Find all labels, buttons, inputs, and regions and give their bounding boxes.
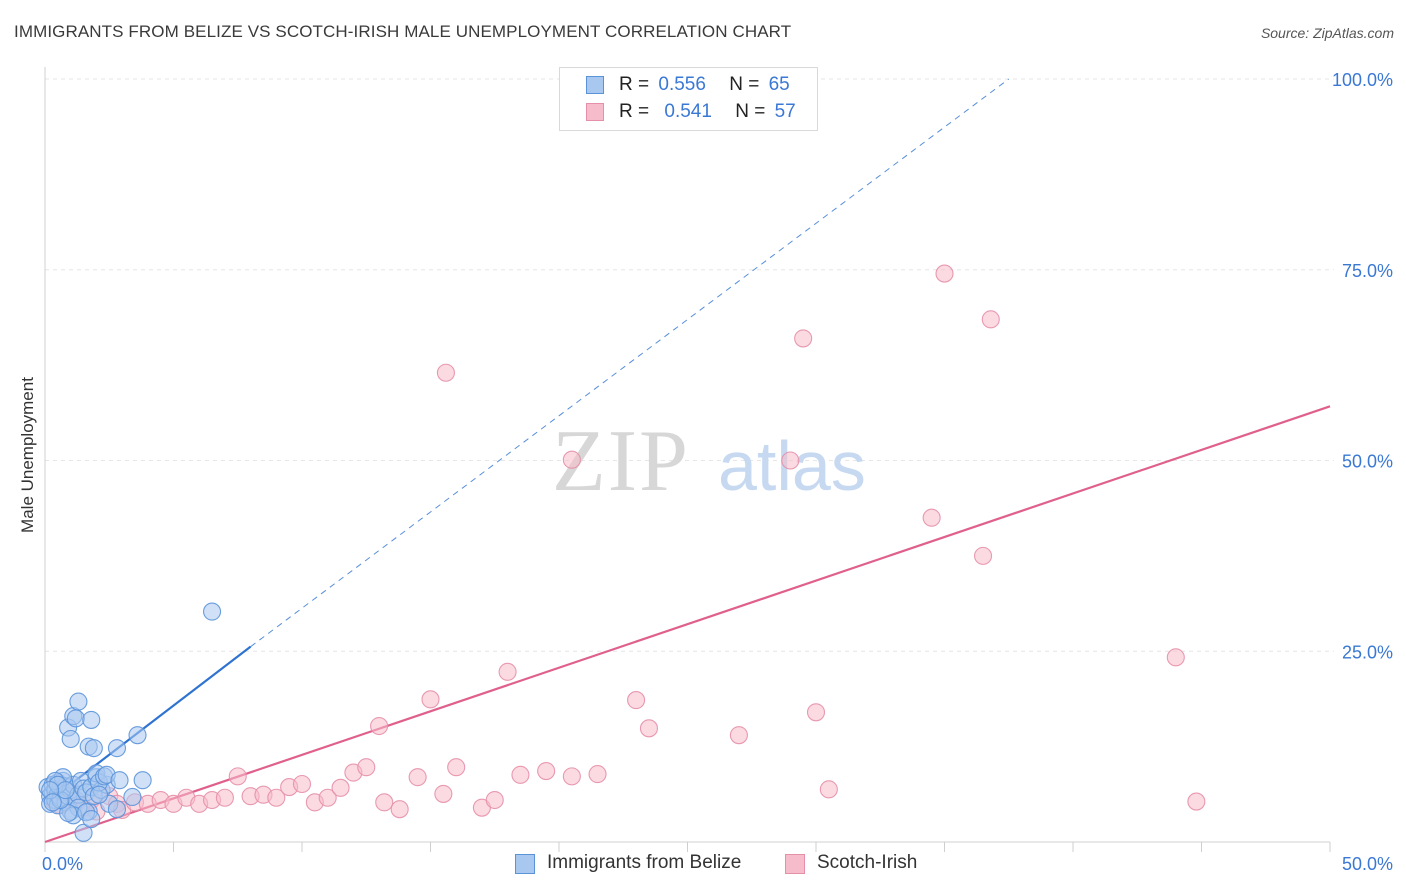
data-point-belize [128,726,147,745]
y-tick-label: 25.0% [1342,642,1393,662]
data-point-scotch-irish [331,778,350,797]
data-point-scotch-irish [436,363,455,382]
data-point-scotch-irish [421,690,440,709]
data-point-scotch-irish [981,310,1000,329]
data-point-scotch-irish [357,758,376,777]
data-point-scotch-irish [562,767,581,786]
data-point-belize [107,800,127,819]
data-point-scotch-irish [562,450,581,469]
data-point-belize [123,787,142,807]
data-point-scotch-irish [935,264,954,283]
legend-n-label: N = [735,101,766,122]
data-point-scotch-irish [794,329,813,348]
data-point-scotch-irish [292,774,312,794]
data-point-scotch-irish [511,765,530,784]
data-point-scotch-irish [375,793,394,812]
data-point-scotch-irish [485,790,504,810]
x-tick-label: 0.0% [42,854,83,874]
data-point-belize [74,823,93,842]
data-point-scotch-irish [318,788,337,807]
data-point-scotch-irish [447,758,466,777]
data-point-belize [43,793,62,812]
legend-n-value-scotch-irish: 57 [774,101,796,122]
data-point-scotch-irish [922,508,941,527]
data-point-belize [84,739,103,758]
bottom-legend-swatch-scotch-irish [785,854,805,874]
data-point-belize [66,709,85,728]
data-point-belize [56,781,75,800]
data-point-scotch-irish [370,716,389,736]
data-point-scotch-irish [434,784,453,803]
tick-labels: 25.0% 50.0% 75.0% 100.0% 0.0% 50.0% [42,70,1393,874]
legend-r-value-belize: 0.556 [658,74,706,95]
data-point-scotch-irish [639,719,659,738]
legend-n-label: N = [729,74,760,95]
data-point-scotch-irish [819,780,838,799]
legend: R = 0.556 N = 65 R = 0.541 N = 57 [559,67,818,131]
data-point-scotch-irish [537,761,556,781]
chart-title: IMMIGRANTS FROM BELIZE VS SCOTCH-IRISH M… [14,22,792,41]
y-tick-label: 50.0% [1342,452,1393,472]
source-label: Source: ZipAtlas.com [1260,25,1394,41]
data-point-scotch-irish [215,788,234,807]
axes [44,67,1331,852]
x-tick-label: 50.0% [1342,854,1393,874]
legend-swatch-belize [586,76,604,94]
data-point-belize [82,810,101,829]
data-point-scotch-irish [588,765,607,784]
y-tick-label: 75.0% [1342,261,1393,281]
data-point-belize [82,710,101,729]
data-point-scotch-irish [498,662,517,681]
data-point-scotch-irish [627,691,646,710]
legend-n-value-belize: 65 [768,74,790,95]
data-point-belize [61,729,80,749]
data-point-scotch-irish [408,768,427,787]
data-point-belize [69,692,88,711]
data-point-belize [133,771,152,790]
data-point-scotch-irish [729,726,748,745]
data-point-scotch-irish [1166,648,1185,667]
data-point-belize [203,602,222,621]
data-point-scotch-irish [390,800,409,819]
data-point-scotch-irish [806,703,826,722]
legend-r-label: R = [619,74,650,95]
watermark: ZIP atlas [552,413,866,510]
legend-r-label: R = [619,101,650,122]
y-tick-label: 100.0% [1332,70,1393,90]
legend-r-value-scotch-irish: 0.541 [664,101,712,122]
data-points [38,69,1206,842]
bottom-legend-label-scotch-irish: Scotch-Irish [817,852,918,873]
legend-swatch-scotch-irish [586,103,604,121]
data-point-scotch-irish [228,767,247,786]
data-point-belize [107,739,127,758]
data-point-scotch-irish [267,788,286,807]
bottom-legend-label-belize: Immigrants from Belize [547,852,742,873]
data-point-scotch-irish [973,546,993,565]
trend-line-scotch-irish [44,405,1331,844]
trend-line-extension-belize [250,78,1010,648]
data-point-scotch-irish [781,451,800,470]
bottom-legend-swatch-belize [515,854,535,874]
grid-lines [45,78,1334,652]
data-point-belize [110,771,129,790]
data-point-belize [89,785,109,804]
data-point-scotch-irish [1187,792,1206,811]
